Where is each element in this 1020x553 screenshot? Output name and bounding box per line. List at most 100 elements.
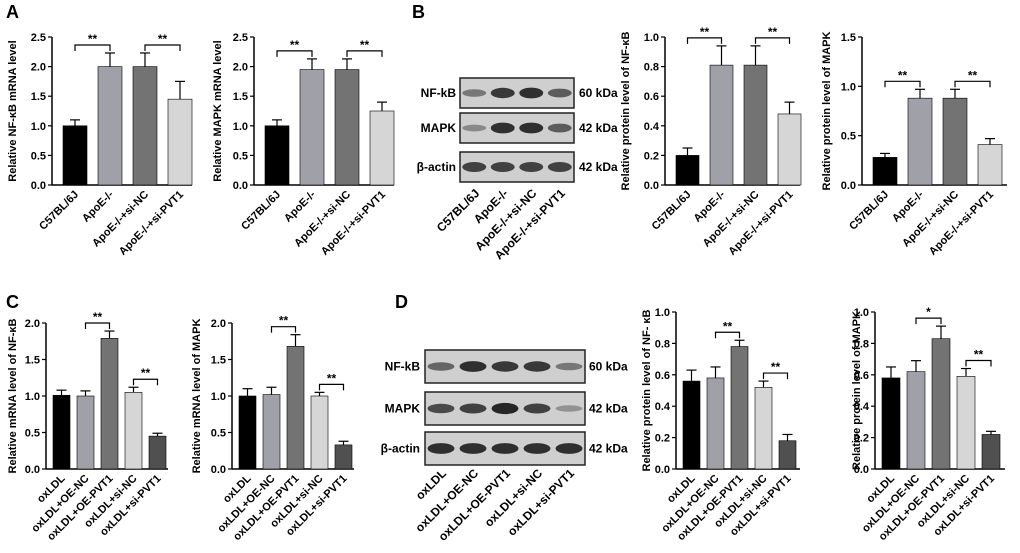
blot-row-label: MAPK — [421, 121, 457, 135]
bar — [334, 69, 360, 186]
bar — [148, 435, 167, 470]
bar — [167, 98, 193, 186]
blot-band — [462, 89, 487, 97]
y-tick-label: 0.0 — [211, 464, 226, 476]
significance-label: ** — [93, 310, 103, 324]
blot-band — [459, 443, 487, 454]
blot-band — [555, 443, 583, 454]
y-tick-label: 0.2 — [854, 433, 869, 445]
significance-label: ** — [723, 319, 733, 333]
chart-a2: 0.0 0.5 1.0 1.5 2.0 2.5 Relative MAPK mRNA lev… — [212, 32, 395, 258]
blot-size-label: 60 kDa — [589, 360, 628, 374]
x-category-label: ApoE-/-+si-PVT1 — [927, 189, 996, 258]
y-tick-label: 0.4 — [854, 401, 870, 413]
bar — [709, 64, 734, 186]
bar — [754, 387, 773, 470]
y-tick-label: 0.8 — [644, 62, 659, 74]
blot-lane-label: C57BL/6J — [434, 186, 483, 235]
bar — [76, 395, 95, 470]
bar — [907, 97, 933, 186]
y-tick-label: 0.8 — [854, 338, 869, 350]
blot-band — [427, 403, 455, 414]
y-axis-title: Relative mRNA level of MAPK — [191, 319, 203, 474]
blot-size-label: 60 kDa — [579, 86, 618, 100]
significance-label: ** — [327, 371, 337, 385]
significance-bracket — [686, 37, 723, 44]
y-tick-label: 0.2 — [655, 433, 670, 445]
y-tick-label: 0.2 — [644, 150, 659, 162]
y-tick-label: 0.5 — [211, 428, 226, 440]
y-tick-label: 1.0 — [655, 307, 670, 319]
y-tick-label: 0.6 — [655, 370, 670, 382]
y-tick-label: 0.6 — [644, 91, 659, 103]
blot-band — [459, 403, 487, 414]
bar — [369, 110, 395, 186]
significance-label: * — [926, 305, 931, 319]
blot-band — [555, 362, 583, 371]
significance-label: ** — [290, 38, 300, 52]
blot-band — [462, 162, 487, 172]
bar — [942, 97, 968, 186]
significance-bracket — [965, 359, 992, 367]
significance-bracket — [762, 372, 789, 380]
y-axis-title: Relative NF-κB mRNA level — [7, 40, 19, 181]
bar — [777, 113, 802, 186]
significance-label: ** — [700, 25, 710, 39]
y-tick-label: 0.6 — [854, 370, 869, 382]
x-category-label: C57BL/6J — [239, 189, 283, 233]
blot-row-label: NF-kB — [421, 86, 457, 100]
bar — [682, 380, 701, 470]
x-category-label: ApoE-/-+si-PVT1 — [319, 189, 388, 258]
significance-label: ** — [158, 32, 168, 46]
y-tick-label: 1.5 — [841, 32, 856, 44]
bar — [872, 157, 898, 186]
bar — [334, 444, 353, 470]
y-tick-label: 0.0 — [644, 180, 659, 192]
bar — [100, 338, 119, 470]
blot-band — [523, 443, 551, 454]
bar — [706, 377, 725, 470]
chart-a1: 0.0 0.5 1.0 1.5 2.0 2.5 Relative NF-κB mRNA le… — [7, 32, 193, 258]
y-axis-title: Relative protein level of MAPK — [851, 311, 863, 470]
y-tick-label: 0.5 — [233, 150, 248, 162]
y-tick-label: 1.0 — [841, 81, 856, 93]
bar — [931, 338, 951, 470]
blot-size-label: 42 kDa — [589, 402, 628, 416]
significance-bracket — [915, 317, 942, 325]
significance-bracket — [270, 326, 297, 333]
x-category-label: ApoE-/-+si-PVT1 — [117, 189, 186, 258]
significance-label: ** — [968, 68, 978, 82]
y-tick-label: 1.0 — [233, 121, 248, 133]
y-tick-label: 2.5 — [31, 32, 46, 44]
blot-band — [490, 87, 515, 99]
blot-band — [519, 87, 544, 99]
significance-bracket — [954, 80, 991, 88]
y-tick-label: 0.4 — [644, 121, 660, 133]
y-tick-label: 0.5 — [841, 131, 856, 143]
bar — [675, 155, 700, 186]
chart-b1: 0.0 0.2 0.4 0.6 0.8 1.0 Relative protein level… — [620, 25, 802, 258]
blot-size-label: 42 kDa — [579, 160, 618, 174]
y-axis-title: Relative MAPK mRNA level — [212, 40, 224, 181]
y-tick-label: 2.0 — [233, 62, 248, 74]
charts: 0.0 0.5 1.0 1.5 2.0 2.5 Relative NF-κB mRNA le… — [7, 25, 1007, 543]
bar — [52, 394, 71, 470]
western-blot-b: NF-kB 60 kDa MAPK 42 kDa β-actin 42 kDa C57BL/… — [417, 77, 618, 262]
x-category-label: ApoE-/-+si-PVT1 — [726, 189, 795, 258]
blot-band — [523, 403, 551, 414]
blot-band — [491, 361, 519, 372]
blot-band — [547, 88, 572, 98]
y-tick-label: 2.5 — [233, 32, 248, 44]
y-tick-label: 1.0 — [644, 32, 659, 44]
significance-bracket — [884, 80, 921, 88]
panel-label-b: B — [412, 2, 425, 22]
bar — [906, 371, 926, 470]
blot-band — [490, 122, 515, 134]
significance-bracket — [318, 383, 345, 391]
significance-label: ** — [88, 32, 98, 46]
y-tick-label: 1.5 — [211, 355, 226, 367]
bar — [881, 377, 901, 470]
bar — [981, 434, 1001, 470]
blot-row-label: NF-kB — [385, 360, 421, 374]
